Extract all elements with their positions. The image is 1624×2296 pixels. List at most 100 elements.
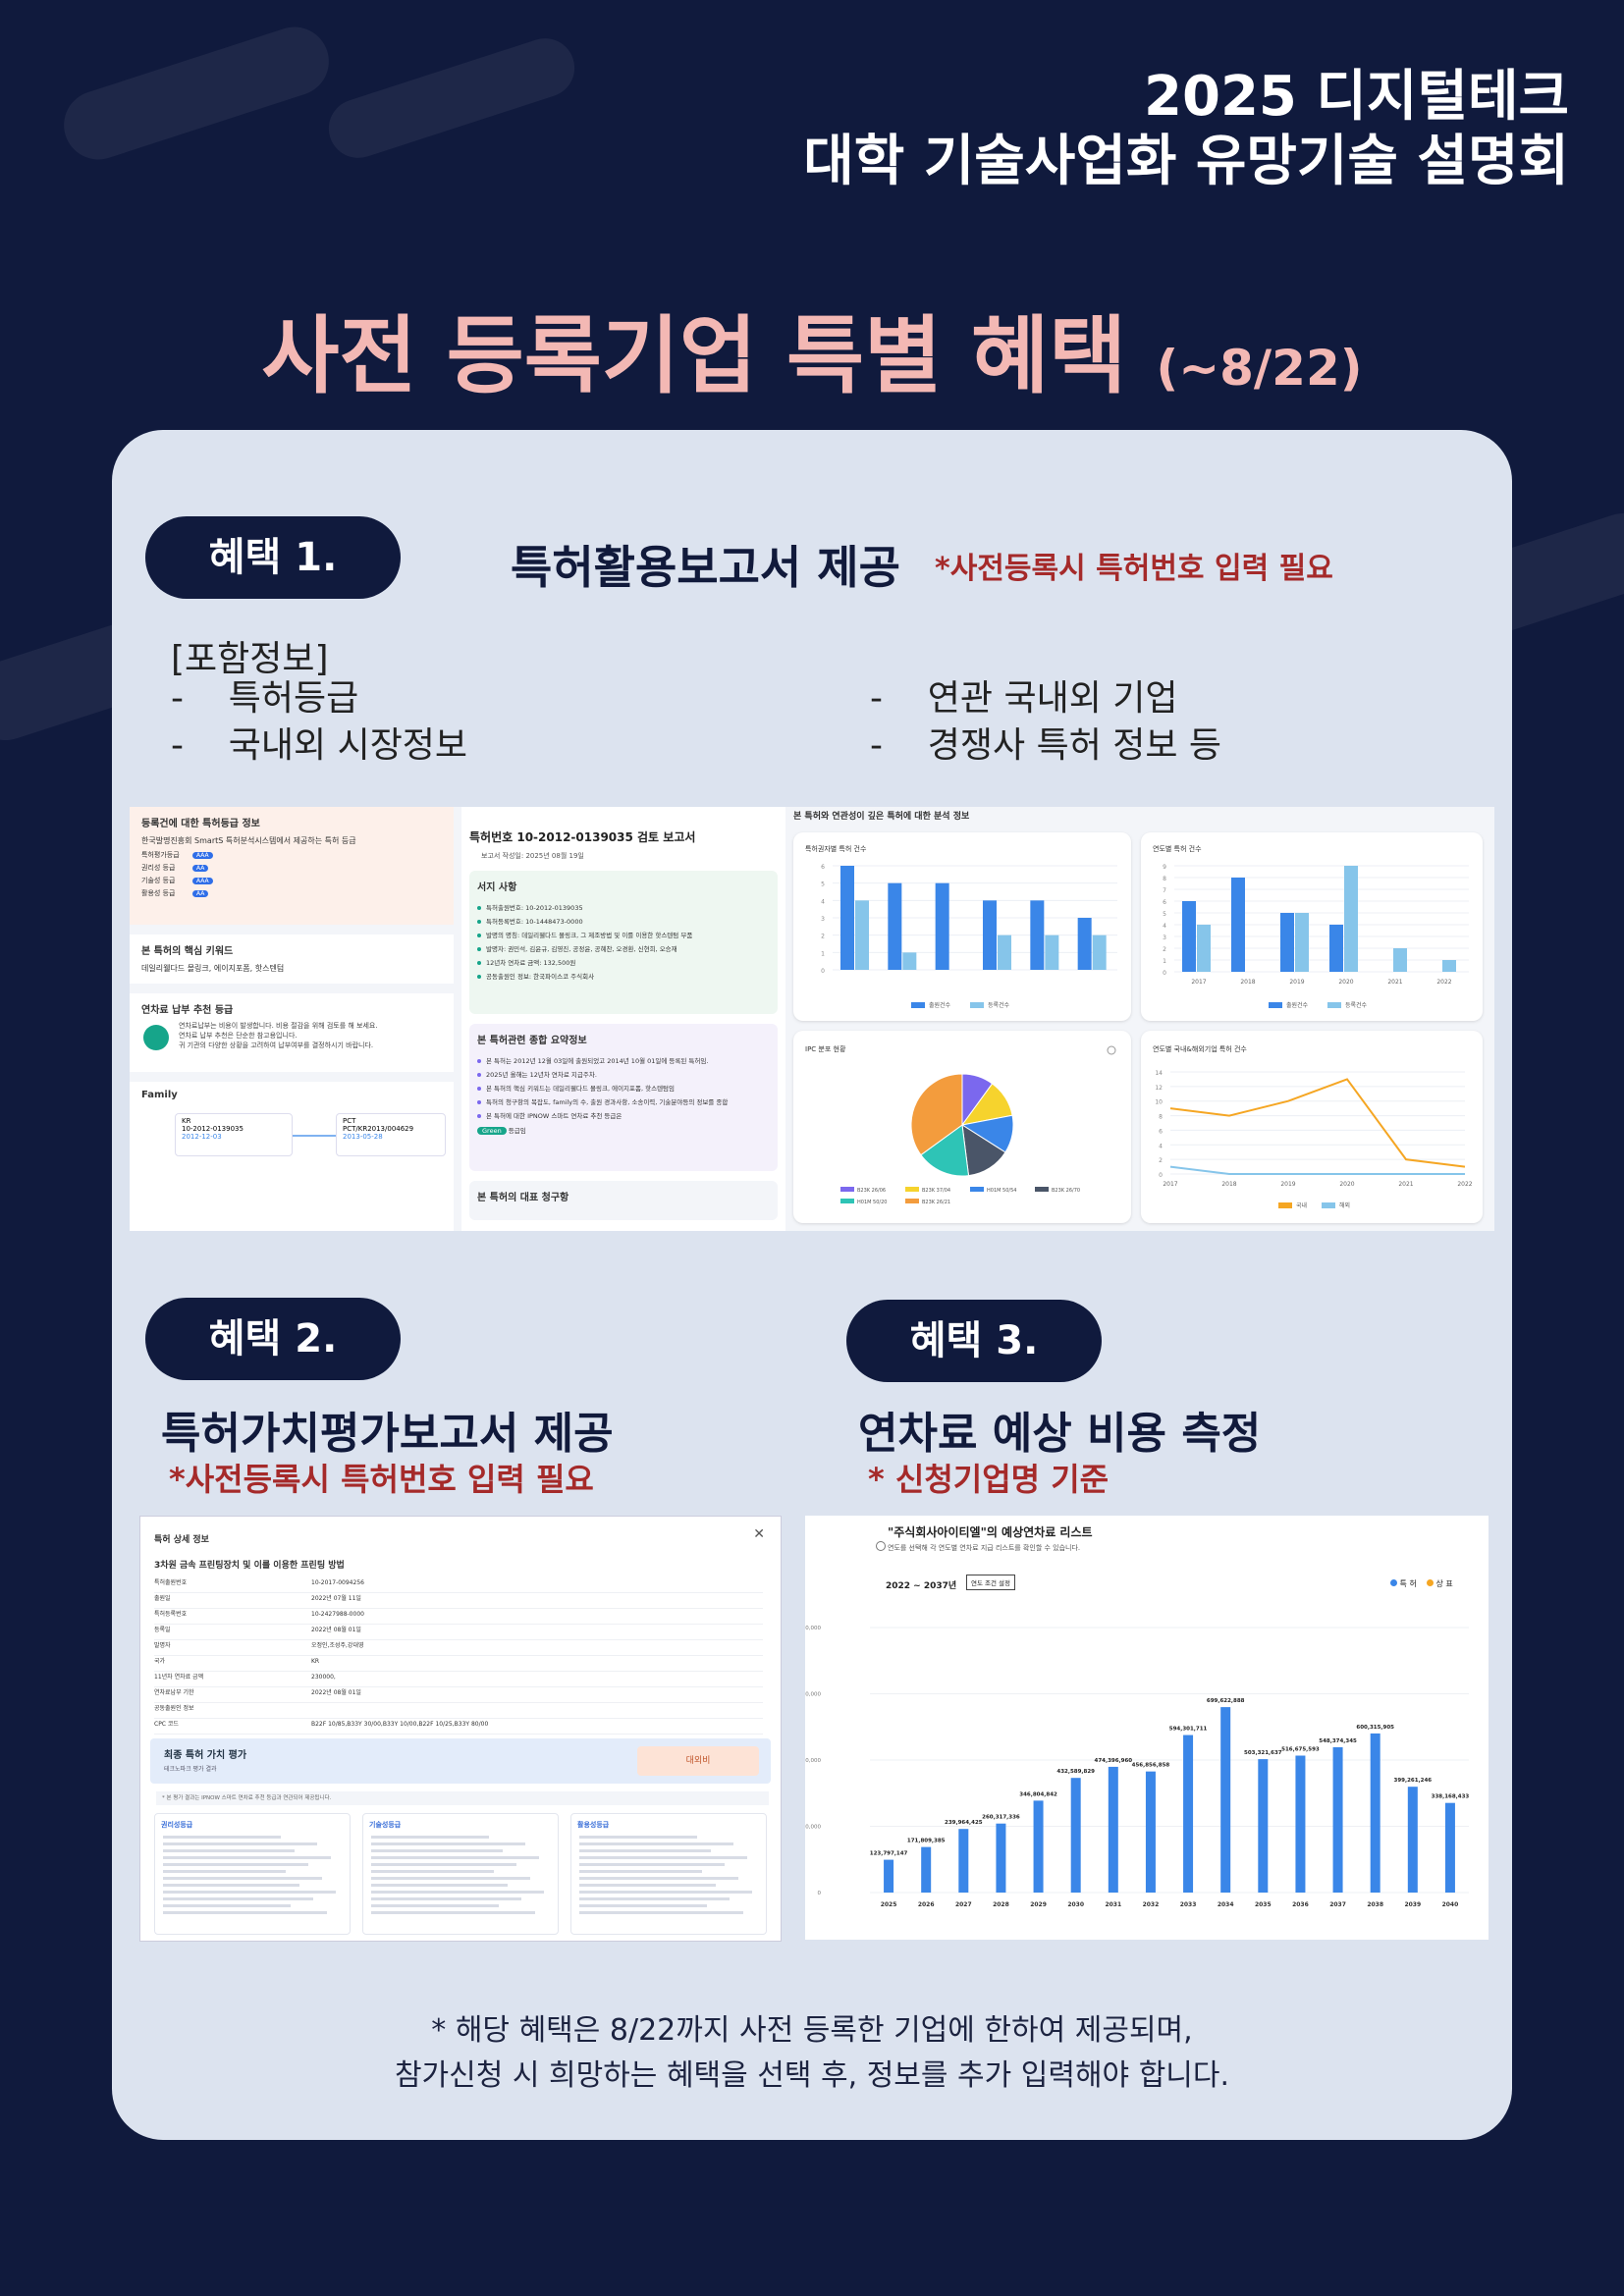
legend-swatch — [840, 1199, 854, 1203]
legend-swatch — [1035, 1187, 1049, 1192]
legend-swatch — [970, 1187, 984, 1192]
fee-grade-panel: 연차료 납부 추천 등급 연차료납부는 비용이 발생합니다. 비용 절감을 위해… — [130, 993, 454, 1072]
location-pin-icon — [876, 1541, 886, 1551]
x-tick-label: 2030 — [1067, 1901, 1084, 1908]
valuation-rows: 특허출원번호 10-2017-0094256 출원일 2022년 07월 11일 특허등… — [154, 1577, 763, 1735]
y-tick-label: 250,000,000 — [805, 1825, 821, 1831]
data-label: 432,589,829 — [1056, 1769, 1095, 1775]
text-line-placeholder — [371, 1884, 508, 1887]
y-tick-label: 1,000,000,000 — [805, 1626, 821, 1631]
valuation-row: 11년차 연차료 금액 230000, — [154, 1672, 763, 1687]
benefits-card: 혜택 1. 특허활용보고서 제공 *사전등록시 특허번호 입력 필요 [포함정보… — [112, 430, 1512, 2140]
legend-label: B23K 26/06 — [857, 1188, 886, 1194]
text-line-placeholder — [163, 1856, 331, 1859]
included-list-left: - 특허등급 - 국내외 시장정보 — [171, 675, 467, 770]
bar — [1077, 918, 1092, 970]
forecast-legend: 특 허 상 표 — [1390, 1578, 1453, 1589]
bar — [1182, 901, 1196, 972]
family-panel: Family KR 10-2012-0139035 2012-12-03 PCT… — [130, 1082, 454, 1231]
panel4-title: 연도별 국내&해외기업 특허 건수 — [1153, 1045, 1247, 1053]
background-streak — [55, 18, 338, 169]
valuation-key: CPC 코드 — [154, 1721, 179, 1728]
data-label: 548,374,345 — [1319, 1738, 1357, 1744]
legend-label: 국내 — [1296, 1201, 1307, 1209]
text-line-placeholder — [579, 1849, 711, 1852]
legend-swatch — [1322, 1202, 1335, 1208]
valuation-patent-title: 3차원 금속 프린팅장치 및 이를 이용한 프린팅 방법 — [154, 1561, 345, 1571]
text-line-placeholder — [579, 1884, 716, 1887]
y-tick-label: 2 — [1159, 1157, 1163, 1164]
bar — [1407, 1787, 1418, 1893]
background-streak — [321, 30, 582, 166]
x-tick-label: 2022 — [1457, 1181, 1472, 1188]
legend-label: B23K 26/70 — [1052, 1188, 1080, 1194]
bib-title: 서지 사항 — [477, 882, 517, 893]
legend-swatch — [905, 1187, 919, 1192]
chart-panel-holders: 특허권자별 특허 건수 0 1 2 3 4 5 6 출원건수 등록건수 — [793, 832, 1131, 1021]
text-line-placeholder — [371, 1891, 544, 1894]
bullet-text: 특허등록번호: 10-1448473-0000 — [486, 918, 583, 926]
bar — [935, 882, 949, 970]
bar — [921, 1846, 932, 1893]
valuation-key: 특허출원번호 — [154, 1579, 188, 1586]
year-bar-chart: 0 1 2 3 4 5 6 7 8 9 2017 2018 2019 2020 2021 2022 출원건수 등록… — [1163, 864, 1469, 1009]
valuation-row: CPC 코드 B22F 10/85,B33Y 30/00,B33Y 10/00,B… — [154, 1719, 763, 1735]
grade-panel: 등록건에 대한 특허등급 정보 한국발명진흥회 SmartS 특허분석시스템에서… — [130, 807, 454, 925]
valuation-row: 특허등록번호 10-2427988-0000 — [154, 1609, 763, 1625]
grade-badge: AAA — [192, 878, 213, 884]
forecast-range: 2022 ~ 2037년 — [886, 1581, 957, 1591]
bar — [996, 1823, 1006, 1893]
y-tick-label: 6 — [1163, 899, 1166, 906]
bullet-item: 특허등록번호: 10-1448473-0000 — [477, 915, 770, 929]
claims-title: 본 특허의 대표 청구항 — [477, 1193, 569, 1203]
event-title: 2025 디지털테크 대학 기술사업화 유망기술 설명회 — [803, 65, 1569, 194]
range-setting-button[interactable]: 연도 조건 설정 — [966, 1575, 1016, 1590]
valuation-row: 출원일 2022년 07월 11일 — [154, 1593, 763, 1609]
bullet-dot — [477, 934, 481, 937]
benefit1-note: *사전등록시 특허번호 입력 필요 — [935, 552, 1333, 586]
x-tick-label: 2034 — [1218, 1901, 1234, 1908]
grade-row: 활용성 등급 AA — [141, 888, 442, 901]
close-icon[interactable]: ✕ — [753, 1526, 765, 1542]
bar — [983, 900, 997, 970]
analysis-title: 본 특허와 연관성이 깊은 특허에 대한 분석 정보 — [793, 812, 970, 822]
text-line-placeholder — [371, 1842, 525, 1845]
legend-label: 출원건수 — [1286, 1001, 1309, 1009]
fee-desc: 연차료납부는 비용이 발생합니다. 비용 절감을 위해 검토를 해 보세요. — [179, 1022, 378, 1030]
data-label: 456,856,858 — [1132, 1763, 1170, 1769]
chart-panel-ipc: IPC 분포 현황 B23K 26/06 B23K 37/04 H01M 50/54… — [793, 1031, 1131, 1223]
y-tick-label: 8 — [1159, 1114, 1163, 1121]
legend-swatch — [1269, 1002, 1282, 1008]
text-line-placeholder — [371, 1849, 503, 1852]
y-tick-label: 6 — [1159, 1128, 1163, 1135]
y-tick-label: 0 — [818, 1891, 822, 1896]
bar — [902, 952, 917, 970]
x-tick-label: 2032 — [1143, 1901, 1160, 1908]
grade-column-title: 활용성등급 — [577, 1821, 610, 1829]
bullet-text: 발명의 명칭: 데일리웰다드 몰링크, 그 제조방법 및 이를 이용한 핫스텐텀… — [486, 932, 693, 939]
y-tick-label: 2 — [821, 934, 825, 940]
family-kr-date: 2012-12-03 — [182, 1133, 222, 1141]
data-label: 503,321,637 — [1244, 1750, 1282, 1756]
legend-label: H01M 50/20 — [857, 1200, 887, 1205]
fee-grade-icon — [143, 1025, 169, 1050]
review-date: 보고서 작성일: 2025년 08월 19일 — [481, 852, 584, 860]
confidential-button[interactable]: 대외비 — [637, 1746, 759, 1776]
included-item: - 연관 국내외 기업 — [870, 678, 1178, 719]
text-line-placeholder — [163, 1891, 336, 1894]
valuation-row: 공동출원인 정보 — [154, 1703, 763, 1719]
valuation-value: 230000, — [311, 1674, 336, 1681]
panel2-title: 연도별 특허 건수 — [1153, 845, 1202, 853]
x-tick-label: 2038 — [1367, 1901, 1383, 1908]
benefit1-badge: 혜택 1. — [145, 516, 401, 599]
legend-label: B23K 37/04 — [922, 1188, 950, 1194]
bar — [1092, 934, 1107, 970]
grade-label: 기술성 등급 — [141, 877, 176, 884]
bar — [888, 882, 902, 970]
final-value-subtitle: 테크노파크 평가 결과 — [164, 1766, 217, 1773]
annual-fee-forecast-screenshot: "주식회사아이티엘"의 예상연차료 리스트 연도를 선택해 각 연도별 연차료 … — [805, 1516, 1489, 1940]
bullet-item: 특허출원번호: 10-2012-0139035 — [477, 901, 770, 915]
bar — [1442, 960, 1456, 972]
text-line-placeholder — [163, 1849, 295, 1852]
legend-swatch — [911, 1002, 925, 1008]
